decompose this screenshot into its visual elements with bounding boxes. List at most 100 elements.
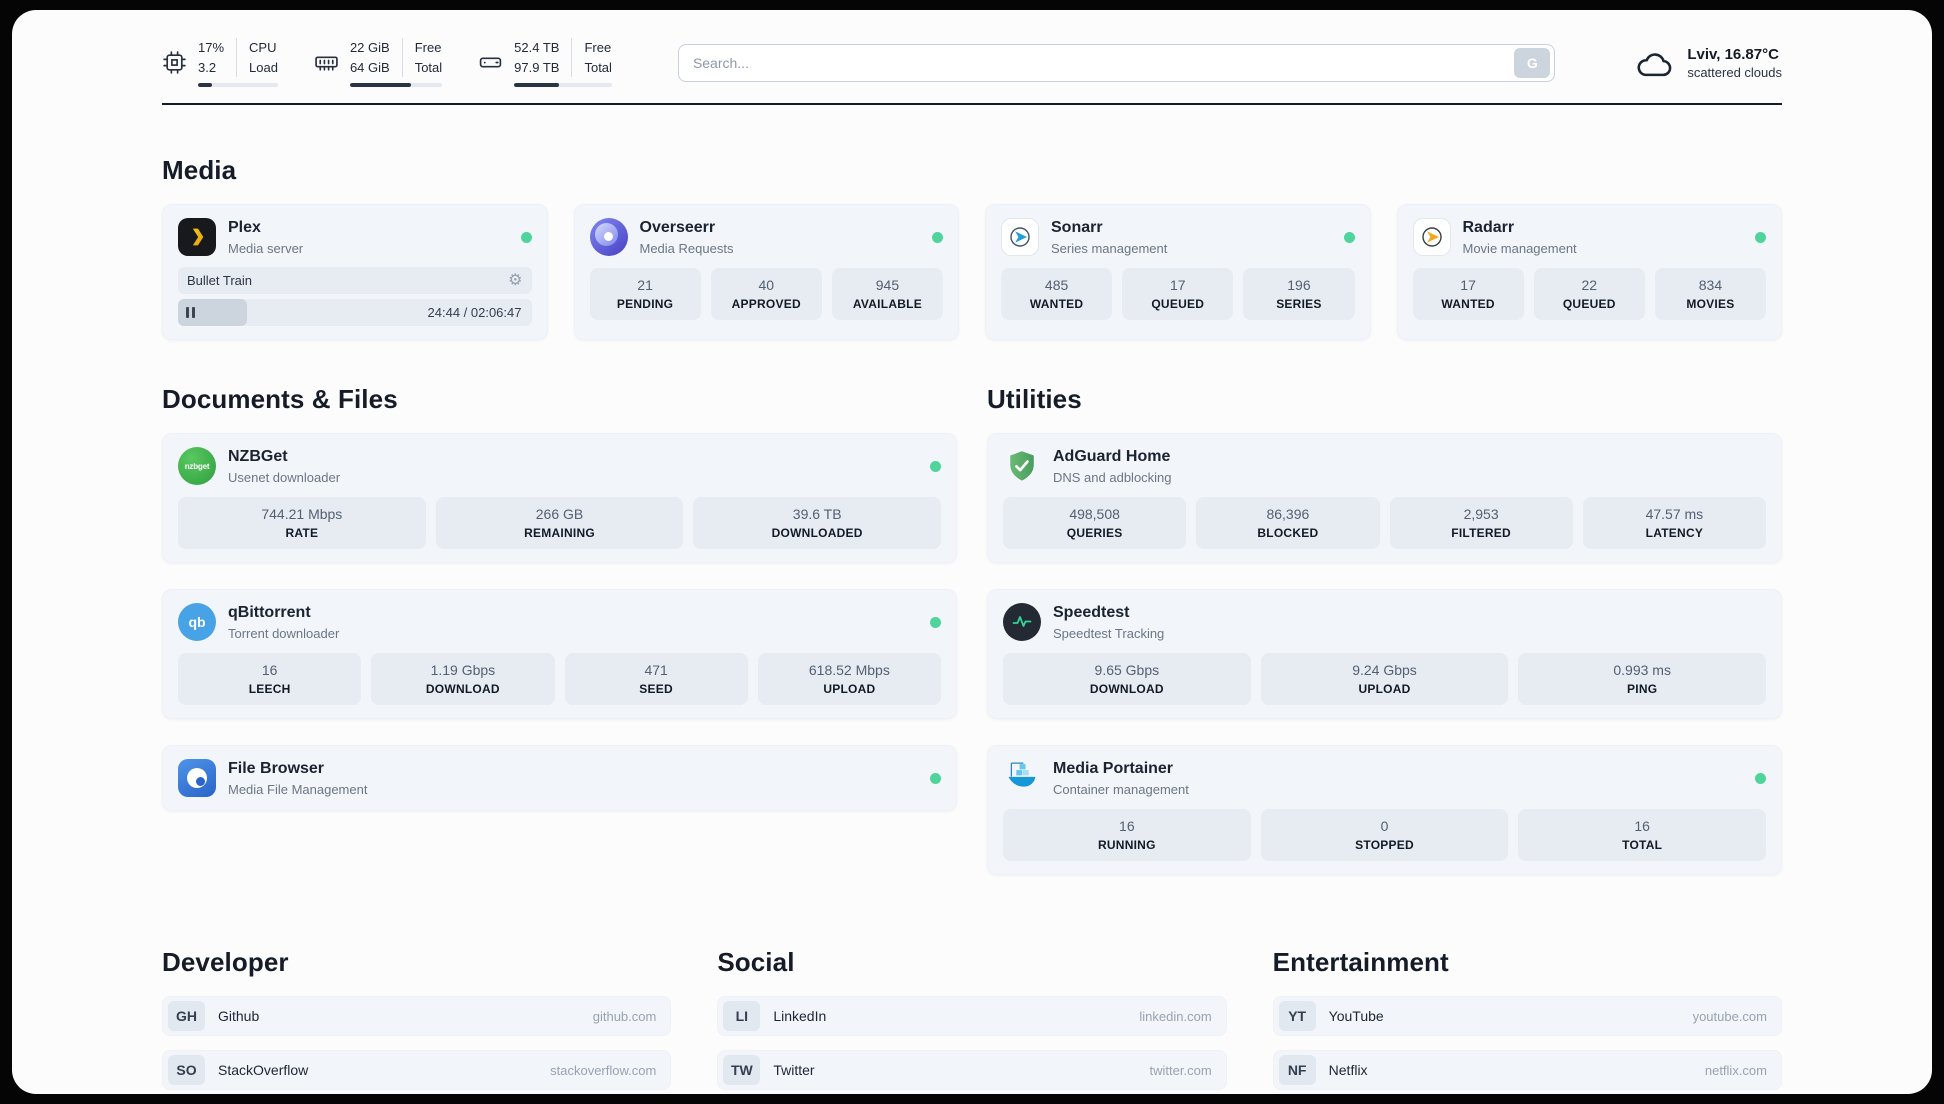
plex-now-playing-widget: Bullet Train ⚙ 24:44 / 02:06:47: [178, 267, 532, 326]
developer-section: Developer GH Github github.com SO StackO…: [162, 947, 672, 1094]
stat-value: 0.993 ms: [1613, 662, 1671, 678]
filebrowser-card-header: File Browser Media File Management: [178, 759, 941, 797]
sonarr-card[interactable]: Sonarr Series management 485 WANTED 17 Q…: [985, 204, 1371, 340]
stats-row: 16 RUNNING 0 STOPPED 16 TOTAL: [1003, 809, 1767, 861]
stat-label: PING: [1627, 682, 1658, 696]
cpu-load-avg: 3.2: [198, 59, 217, 75]
app-subtitle: DNS and adblocking: [1053, 469, 1172, 485]
radarr-card[interactable]: Radarr Movie management 17 WANTED 22 QUE…: [1396, 204, 1782, 340]
gear-icon[interactable]: ⚙: [508, 271, 523, 289]
bookmark-name: StackOverflow: [218, 1062, 309, 1078]
stat-value: 471: [644, 662, 668, 678]
ram-total: 64 GiB: [349, 59, 390, 75]
stat-label: UPLOAD: [1358, 682, 1411, 696]
playback-time: 24:44 / 02:06:47: [427, 305, 522, 320]
topbar-divider: [162, 103, 1782, 105]
stats-row: 744.21 Mbps RATE 266 GB REMAINING 39.6 T…: [178, 497, 942, 549]
stat-filtered: 2,953 FILTERED: [1389, 497, 1573, 549]
documents-heading: Documents & Files: [162, 384, 398, 414]
stat-stopped: 0 STOPPED: [1260, 809, 1509, 861]
stat-value: 618.52 Mbps: [808, 662, 890, 678]
bookmark-stackoverflow[interactable]: SO StackOverflow stackoverflow.com: [162, 1050, 672, 1090]
search-input[interactable]: [692, 54, 1515, 71]
dashboard-sheet: 17% 3.2 CPU Load: [12, 10, 1932, 1094]
stat-value: 744.21 Mbps: [261, 506, 343, 522]
stat-queries: 498,508 QUERIES: [1003, 497, 1187, 549]
status-dot: [932, 231, 943, 243]
disk-widget: 52.4 TB 97.9 TB Free Total: [478, 38, 612, 87]
stats-row: 17 WANTED 22 QUEUED 834 MOVIES: [1412, 268, 1767, 320]
app-title: Radarr: [1462, 219, 1515, 237]
stats-row: 498,508 QUERIES 86,396 BLOCKED 2,953 FIL…: [1003, 497, 1766, 549]
stat-value: 266 GB: [535, 506, 584, 522]
bookmark-url: youtube.com: [1692, 1008, 1767, 1024]
entertainment-heading: Entertainment: [1272, 947, 1449, 977]
adguard-card[interactable]: AdGuard Home DNS and adblocking 498,508 …: [987, 433, 1782, 563]
stat-label: STOPPED: [1355, 838, 1414, 852]
ram-icon: [314, 50, 339, 75]
nzbget-icon: nzbget: [178, 447, 216, 485]
speedtest-icon: [1003, 603, 1041, 641]
cpu-widget: 17% 3.2 CPU Load: [162, 38, 278, 87]
stat-value: 485: [1044, 277, 1069, 293]
stat-label: WANTED: [1441, 297, 1495, 311]
social-heading: Social: [717, 947, 795, 977]
qbittorrent-icon: qb: [178, 603, 216, 641]
plex-card[interactable]: Plex Media server Bullet Train ⚙ 24:44: [162, 204, 548, 340]
radarr-icon: [1412, 218, 1451, 256]
nzbget-card[interactable]: nzbget NZBGet Usenet downloader 744.21 M…: [162, 433, 957, 563]
disk-free-label: Free: [584, 40, 612, 55]
cpu-label: CPU: [249, 40, 277, 55]
status-dot: [930, 772, 941, 784]
stat-upload: 9.24 Gbps UPLOAD: [1260, 653, 1509, 705]
bookmark-youtube[interactable]: YT YouTube youtube.com: [1272, 996, 1782, 1036]
app-title: Media Portainer: [1053, 760, 1174, 778]
stats-row: 9.65 Gbps DOWNLOAD 9.24 Gbps UPLOAD 0.99…: [1003, 653, 1767, 705]
overseerr-card[interactable]: Overseerr Media Requests 21 PENDING 40 A…: [573, 204, 959, 340]
app-meta: Radarr Movie management: [1463, 218, 1577, 255]
stat-label: AVAILABLE: [852, 297, 922, 311]
stat-blocked: 86,396 BLOCKED: [1196, 497, 1380, 549]
qbittorrent-card[interactable]: qb qBittorrent Torrent downloader 16 LEE…: [162, 589, 957, 719]
speedtest-card[interactable]: Speedtest Speedtest Tracking 9.65 Gbps D…: [987, 589, 1782, 719]
search-engine-button[interactable]: G: [1514, 47, 1551, 78]
stat-seed: 471 SEED: [564, 653, 748, 705]
bookmark-twitter[interactable]: TW Twitter twitter.com: [717, 1050, 1227, 1090]
stat-queued: 17 QUEUED: [1122, 268, 1234, 320]
app-title: AdGuard Home: [1053, 448, 1171, 466]
stats-row: 485 WANTED 17 QUEUED 196 SERIES: [1001, 268, 1355, 320]
filebrowser-card[interactable]: File Browser Media File Management: [162, 745, 957, 811]
portainer-card[interactable]: Media Portainer Container management 16 …: [987, 745, 1782, 875]
bookmark-url: stackoverflow.com: [550, 1062, 657, 1078]
bookmark-url: twitter.com: [1149, 1062, 1212, 1078]
app-subtitle: Torrent downloader: [228, 625, 340, 641]
playback-progress-fill: [178, 299, 247, 326]
stat-ping: 0.993 ms PING: [1518, 653, 1767, 705]
ram-widget: 22 GiB 64 GiB Free Total: [314, 38, 443, 87]
stat-wanted: 17 WANTED: [1412, 268, 1524, 320]
bookmark-github[interactable]: GH Github github.com: [162, 996, 672, 1036]
stat-label: FILTERED: [1451, 526, 1511, 540]
stat-label: REMAINING: [524, 526, 595, 540]
stat-label: PENDING: [616, 297, 674, 311]
stat-value: 16: [261, 662, 278, 678]
cpu-percent: 17%: [198, 40, 225, 55]
status-dot: [1343, 231, 1355, 243]
stat-value: 22: [1581, 277, 1598, 293]
app-subtitle: Media Requests: [639, 240, 734, 256]
search-bar: G: [677, 43, 1556, 82]
plex-icon: [178, 218, 216, 256]
bookmark-netflix[interactable]: NF Netflix netflix.com: [1272, 1050, 1782, 1090]
pause-icon[interactable]: [186, 307, 195, 318]
app-subtitle: Speedtest Tracking: [1053, 625, 1165, 641]
stat-available: 945 AVAILABLE: [831, 268, 944, 320]
bookmark-linkedin[interactable]: LI LinkedIn linkedin.com: [717, 996, 1227, 1036]
stat-approved: 40 APPROVED: [710, 268, 822, 320]
entertainment-section: Entertainment YT YouTube youtube.com NF …: [1272, 947, 1782, 1094]
stat-download: 9.65 Gbps DOWNLOAD: [1003, 653, 1251, 705]
app-title: qBittorrent: [228, 604, 311, 622]
bookmark-abbr: TW: [723, 1055, 761, 1085]
stat-total: 16 TOTAL: [1518, 809, 1767, 861]
overseerr-icon: [589, 218, 628, 256]
stat-value: 2,953: [1463, 506, 1499, 522]
